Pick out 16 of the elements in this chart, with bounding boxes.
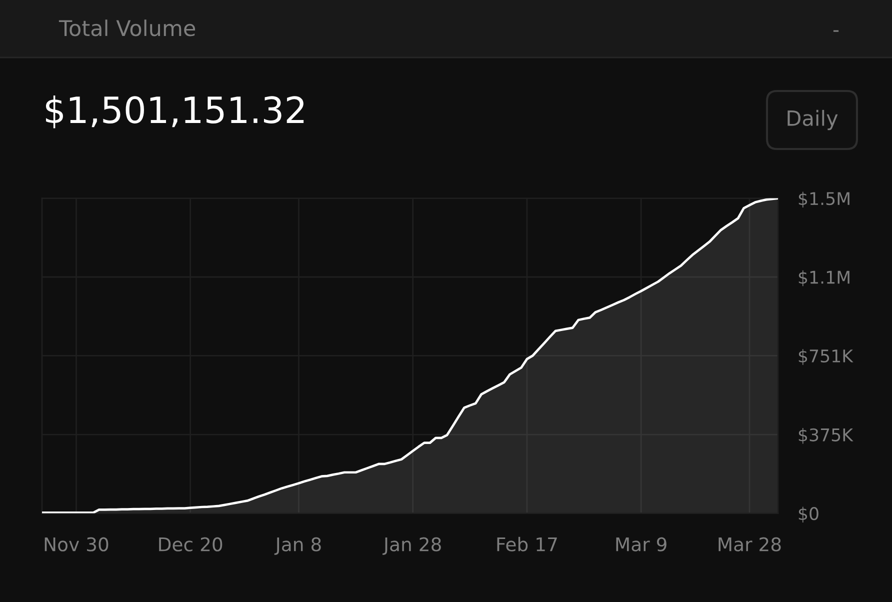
chart-title: Total Volume [58, 20, 196, 36]
y-tick-label: $0 [798, 506, 818, 522]
text: Daily [788, 110, 838, 130]
x-tick-label: Dec 20 [159, 537, 222, 552]
y-tick-label: $375K [798, 428, 854, 444]
x-tick-label: Nov 30 [44, 537, 108, 552]
y-tick-label: $751K [798, 349, 854, 365]
x-tick-label: Mar 9 [616, 537, 666, 552]
text: - [833, 30, 839, 32]
x-tick-label: Jan 28 [382, 537, 441, 555]
chart-subtitle: $1,501,151.32 [46, 96, 304, 128]
x-tick-label: Feb 17 [497, 536, 557, 552]
y-tick-label: $1.1M [798, 270, 850, 286]
x-tick-label: Jan 8 [274, 537, 321, 555]
y-tick-label: $1.5M [798, 192, 850, 208]
x-tick-label: Mar 28 [718, 537, 781, 552]
